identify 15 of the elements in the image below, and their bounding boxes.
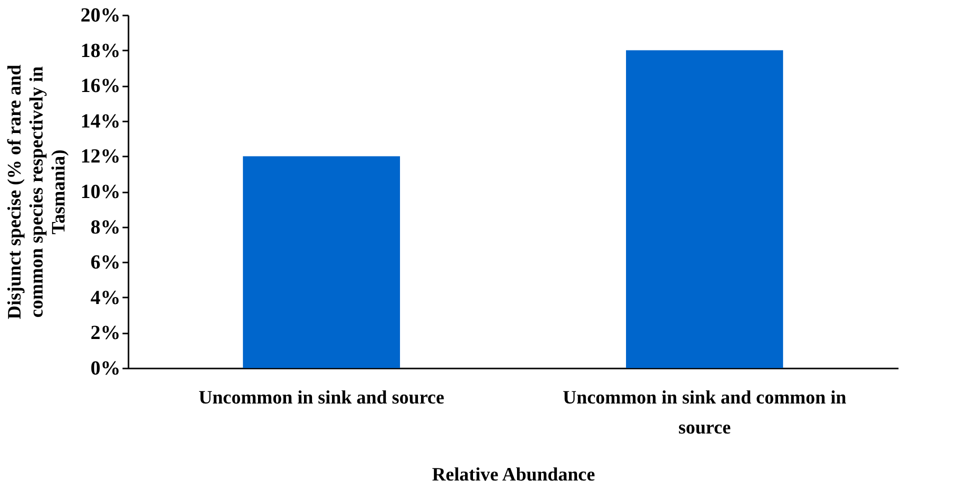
y-tick-label: 6% — [90, 252, 120, 274]
y-tick-label: 2% — [90, 322, 120, 344]
x-axis-title: Relative Abundance — [432, 464, 596, 486]
y-tick-label: 8% — [90, 216, 120, 238]
y-tick-label: 18% — [80, 40, 120, 62]
y-tick-label: 10% — [80, 181, 120, 203]
y-axis-title: Disjunct specise (% of rare and common species respectively in Tasmania) — [4, 64, 70, 320]
y-tick-label: 20% — [80, 4, 120, 26]
x-tick-label: Uncommon in sink and source — [198, 388, 444, 408]
y-tick-label: 12% — [80, 146, 120, 168]
y-tick-label: 0% — [90, 358, 120, 380]
y-tick-label: 14% — [80, 110, 120, 132]
x-tick-label: Uncommon in sink and common in source — [562, 388, 847, 438]
y-tick-label: 16% — [80, 75, 120, 98]
y-tick-label: 4% — [90, 286, 120, 309]
